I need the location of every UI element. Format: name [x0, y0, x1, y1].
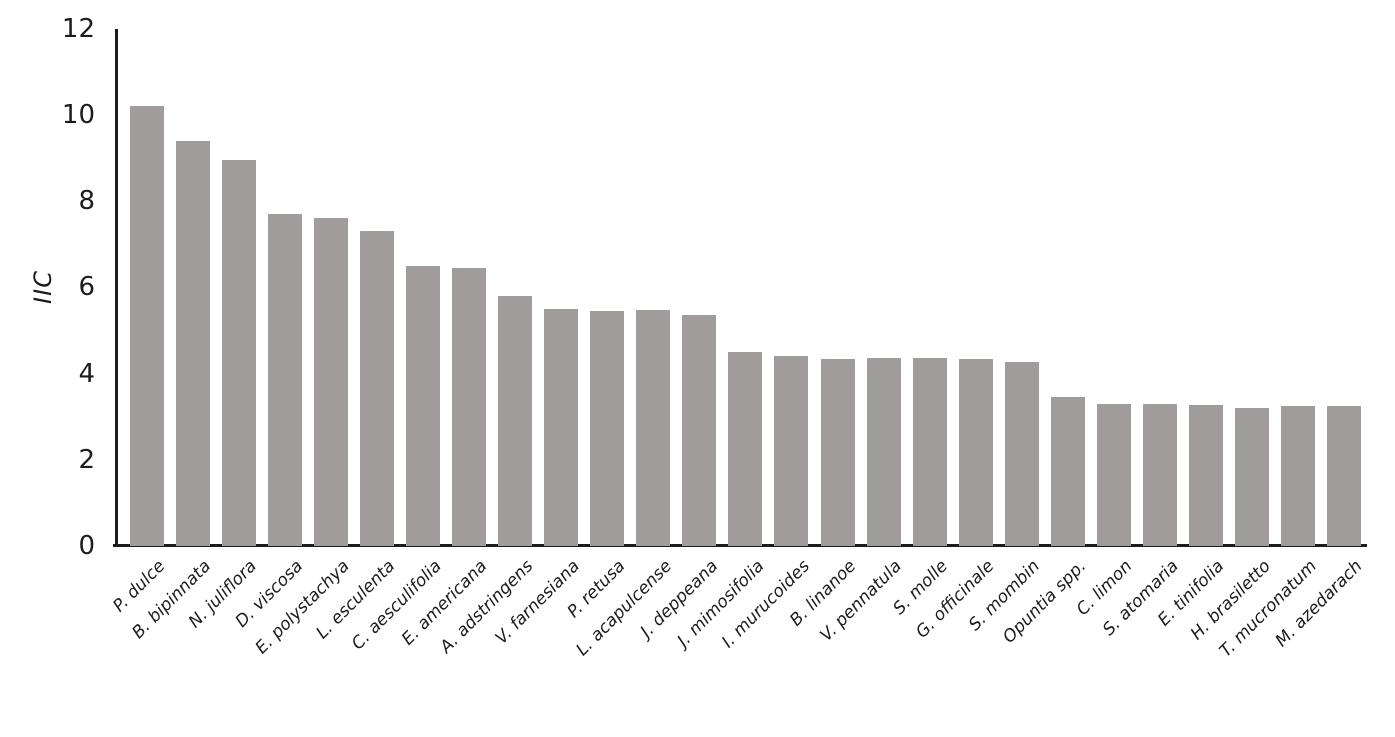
y-tick-label-10: 10: [61, 100, 95, 130]
bar-7: [405, 265, 440, 546]
y-axis-line: [115, 29, 118, 547]
bar-25: [1235, 408, 1270, 546]
bar-12: [636, 309, 671, 546]
bar-3: [221, 160, 256, 546]
y-tick-label-12: 12: [61, 13, 95, 44]
y-tick-label-2: 2: [78, 444, 95, 475]
bar-22: [1096, 403, 1131, 546]
bar-15: [774, 356, 809, 546]
bar-2: [175, 140, 210, 546]
bar-4: [267, 214, 302, 546]
bar-20: [1004, 361, 1039, 546]
bar-1: [129, 106, 164, 546]
bar-18: [912, 357, 947, 546]
bar-26: [1281, 406, 1316, 546]
y-tick-label-0: 0: [78, 531, 95, 561]
bar-16: [820, 358, 855, 546]
y-tick-label-6: 6: [78, 272, 95, 303]
bar-13: [682, 315, 717, 546]
bar-23: [1143, 403, 1178, 546]
bar-21: [1050, 397, 1085, 546]
bar-10: [544, 308, 579, 546]
bar-8: [451, 268, 486, 546]
bar-5: [313, 218, 348, 546]
bar-6: [359, 231, 394, 546]
bar-11: [590, 311, 625, 546]
bar-17: [866, 357, 901, 546]
y-tick-label-8: 8: [78, 186, 95, 217]
bar-14: [728, 352, 763, 546]
bar-24: [1189, 405, 1224, 546]
bar-19: [958, 359, 993, 546]
y-tick-label-4: 4: [78, 358, 95, 389]
bar-27: [1327, 406, 1362, 546]
bar-9: [498, 296, 533, 546]
